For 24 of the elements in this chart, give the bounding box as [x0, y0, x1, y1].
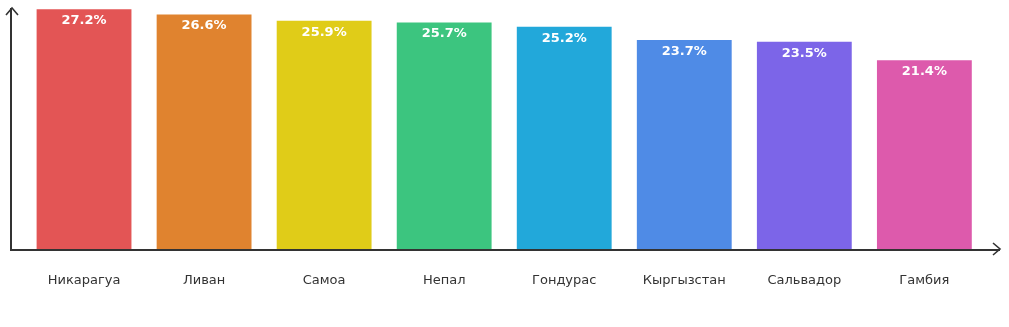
data-label: 25.9%	[301, 23, 347, 39]
data-label: 25.2%	[541, 29, 587, 45]
x-tick-label: Кыргызстан	[642, 272, 726, 288]
x-tick-label: Гамбия	[899, 272, 950, 288]
data-label: 23.7%	[661, 43, 707, 59]
bar	[636, 40, 732, 249]
data-label: 26.6%	[181, 17, 227, 33]
x-tick-label: Ливан	[182, 272, 226, 288]
x-tick-label: Самоа	[302, 272, 346, 288]
bar	[396, 22, 492, 249]
bar	[36, 9, 132, 249]
x-tick-label: Гондурас	[532, 272, 597, 288]
bar	[876, 60, 972, 249]
x-tick-label: Непал	[422, 272, 466, 288]
bar	[156, 14, 252, 249]
bar	[516, 26, 612, 249]
data-label: 23.5%	[781, 44, 827, 60]
data-label: 27.2%	[61, 12, 107, 28]
bar	[756, 41, 852, 249]
x-tick-label: Никарагуа	[47, 272, 121, 288]
x-tick-label: Сальвадор	[767, 272, 842, 288]
data-label: 25.7%	[421, 25, 467, 41]
bar	[276, 20, 372, 249]
data-label: 21.4%	[901, 63, 947, 79]
